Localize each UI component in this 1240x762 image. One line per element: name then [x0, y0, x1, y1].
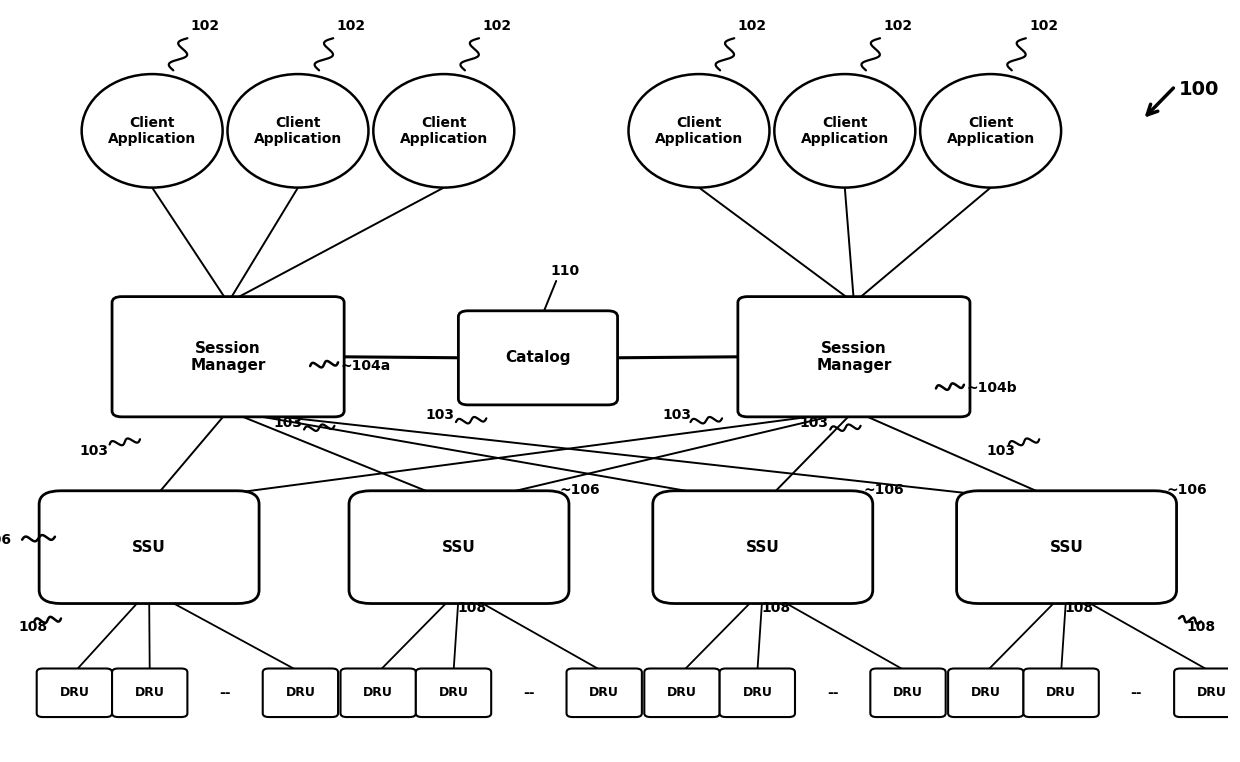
FancyBboxPatch shape — [341, 668, 415, 717]
Ellipse shape — [774, 74, 915, 187]
Text: 102: 102 — [482, 19, 512, 33]
Text: DRU: DRU — [667, 687, 697, 700]
Ellipse shape — [227, 74, 368, 187]
Text: SSU: SSU — [1050, 539, 1084, 555]
FancyBboxPatch shape — [645, 668, 719, 717]
Text: 102: 102 — [884, 19, 913, 33]
Text: 102: 102 — [738, 19, 766, 33]
FancyBboxPatch shape — [1174, 668, 1240, 717]
Text: 110: 110 — [551, 264, 579, 278]
Text: 103: 103 — [274, 415, 303, 430]
Text: Client
Application: Client Application — [655, 116, 743, 146]
Text: 108: 108 — [1065, 601, 1094, 615]
FancyBboxPatch shape — [112, 296, 345, 417]
FancyBboxPatch shape — [415, 668, 491, 717]
Text: 108: 108 — [458, 601, 486, 615]
Text: DRU: DRU — [893, 687, 923, 700]
FancyBboxPatch shape — [652, 491, 873, 604]
Ellipse shape — [920, 74, 1061, 187]
Text: 103: 103 — [79, 444, 108, 459]
Text: SSU: SSU — [133, 539, 166, 555]
FancyBboxPatch shape — [1023, 668, 1099, 717]
Text: Catalog: Catalog — [505, 351, 570, 365]
Ellipse shape — [82, 74, 223, 187]
Text: DRU: DRU — [60, 687, 89, 700]
Text: 102: 102 — [191, 19, 219, 33]
FancyBboxPatch shape — [567, 668, 642, 717]
Text: DRU: DRU — [743, 687, 773, 700]
Text: 108: 108 — [19, 620, 47, 634]
Text: 103: 103 — [425, 408, 455, 422]
Text: 102: 102 — [337, 19, 366, 33]
Text: DRU: DRU — [363, 687, 393, 700]
Text: Session
Manager: Session Manager — [816, 341, 892, 373]
Ellipse shape — [373, 74, 515, 187]
Text: --: -- — [1131, 686, 1142, 700]
FancyBboxPatch shape — [37, 668, 112, 717]
Text: ~104b: ~104b — [966, 382, 1017, 395]
Text: Client
Application: Client Application — [254, 116, 342, 146]
FancyBboxPatch shape — [738, 296, 970, 417]
FancyBboxPatch shape — [40, 491, 259, 604]
FancyBboxPatch shape — [719, 668, 795, 717]
Text: DRU: DRU — [1197, 687, 1226, 700]
Text: ~104a: ~104a — [341, 359, 391, 373]
Text: ~106: ~106 — [559, 483, 600, 497]
Text: 102: 102 — [1029, 19, 1059, 33]
Text: ~106: ~106 — [1167, 483, 1208, 497]
FancyBboxPatch shape — [348, 491, 569, 604]
Text: 103: 103 — [662, 408, 692, 422]
FancyBboxPatch shape — [870, 668, 946, 717]
Text: SSU: SSU — [443, 539, 476, 555]
Text: 106: 106 — [0, 533, 11, 546]
Text: --: -- — [827, 686, 838, 700]
Text: Session
Manager: Session Manager — [191, 341, 265, 373]
FancyBboxPatch shape — [956, 491, 1177, 604]
Text: DRU: DRU — [135, 687, 165, 700]
Text: --: -- — [523, 686, 534, 700]
Text: 100: 100 — [1179, 80, 1219, 99]
Text: DRU: DRU — [285, 687, 315, 700]
Text: Client
Application: Client Application — [946, 116, 1034, 146]
Text: DRU: DRU — [589, 687, 619, 700]
Text: Client
Application: Client Application — [801, 116, 889, 146]
Ellipse shape — [629, 74, 770, 187]
FancyBboxPatch shape — [263, 668, 339, 717]
FancyBboxPatch shape — [112, 668, 187, 717]
Text: 108: 108 — [1187, 620, 1215, 634]
Text: DRU: DRU — [439, 687, 469, 700]
Text: DRU: DRU — [971, 687, 1001, 700]
Text: ~106: ~106 — [863, 483, 904, 497]
Text: Client
Application: Client Application — [399, 116, 487, 146]
Text: 103: 103 — [986, 444, 1014, 459]
FancyBboxPatch shape — [459, 311, 618, 405]
Text: 103: 103 — [800, 415, 828, 430]
Text: SSU: SSU — [746, 539, 780, 555]
Text: --: -- — [219, 686, 231, 700]
Text: DRU: DRU — [1047, 687, 1076, 700]
Text: Client
Application: Client Application — [108, 116, 196, 146]
Text: 108: 108 — [761, 601, 790, 615]
FancyBboxPatch shape — [949, 668, 1023, 717]
